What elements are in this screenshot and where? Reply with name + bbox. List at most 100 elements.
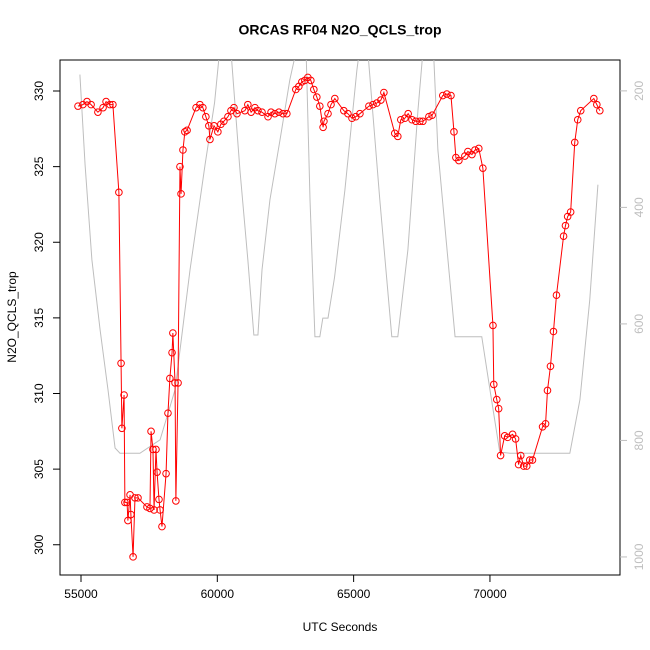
data-point [121, 498, 129, 507]
data-point [174, 379, 182, 387]
data-point [123, 498, 131, 507]
y-tick-label: 305 [32, 459, 46, 479]
data-point [552, 291, 561, 299]
data-point [307, 76, 315, 85]
data-point [393, 132, 402, 141]
data-point [124, 516, 132, 525]
x-axis-label: UTC Seconds [303, 620, 378, 634]
data-point [177, 190, 185, 198]
data-point [419, 117, 427, 126]
data-point [541, 419, 550, 428]
plot-box [59, 59, 621, 576]
data-point [593, 100, 601, 109]
data-point [117, 359, 125, 368]
data-point [408, 115, 416, 124]
data-point [348, 114, 356, 123]
data-point [489, 380, 498, 389]
data-point [206, 135, 214, 144]
data-point [428, 111, 436, 120]
data-point [331, 94, 339, 103]
data-point [450, 128, 458, 136]
data-point [147, 427, 155, 436]
data-point [271, 109, 279, 118]
y2-tick-label: 200 [632, 81, 646, 101]
data-point [519, 462, 528, 470]
data-point [146, 504, 154, 513]
data-point [224, 112, 232, 121]
data-point [74, 102, 82, 110]
data-point [559, 232, 568, 241]
data-point [275, 108, 283, 116]
y-tick-label: 315 [32, 308, 46, 328]
x-tick-label: 65000 [337, 587, 371, 601]
data-point [168, 348, 176, 357]
y-tick-label: 310 [32, 383, 46, 403]
data-point [573, 115, 582, 124]
x-tick-label: 70000 [473, 587, 507, 601]
data-point [106, 100, 114, 109]
data-point [166, 374, 174, 383]
data-point [205, 121, 213, 130]
data-point [181, 128, 189, 136]
data-point [528, 456, 537, 464]
data-point [230, 103, 238, 112]
data-point [492, 395, 501, 404]
data-point [590, 94, 598, 103]
data-point [210, 121, 218, 130]
data-point [176, 162, 184, 171]
y2-tick-label: 600 [632, 314, 646, 334]
data-point [479, 164, 487, 172]
y-axis-label: N2O_QCLS_trop [5, 271, 19, 363]
data-point [369, 100, 377, 109]
data-point [576, 106, 585, 115]
data-point [150, 506, 158, 514]
data-point [127, 510, 135, 519]
data-point [396, 115, 405, 124]
y-tick-label: 330 [32, 81, 46, 101]
data-point [516, 451, 525, 460]
plot-area [74, 60, 604, 561]
data-point [344, 109, 352, 118]
data-point [156, 506, 164, 514]
data-point [316, 102, 324, 110]
data-point [566, 208, 575, 216]
y-tick-label: 300 [32, 534, 46, 554]
data-point [310, 85, 318, 94]
data-point [356, 109, 364, 118]
data-point [164, 409, 172, 417]
data-point [99, 103, 107, 112]
data-point [365, 102, 373, 110]
data-point [244, 100, 252, 109]
data-point [214, 128, 222, 136]
data-point [158, 522, 166, 531]
data-point [324, 109, 332, 118]
data-point [320, 117, 328, 126]
data-point [443, 90, 451, 98]
data-point [525, 456, 534, 464]
x-tick-label: 60000 [201, 587, 235, 601]
data-point [471, 146, 479, 154]
data-point [404, 109, 412, 118]
data-point [455, 156, 463, 165]
data-point [570, 138, 579, 147]
data-point [514, 460, 523, 469]
data-point [254, 106, 262, 115]
data-point [377, 96, 385, 104]
data-point [153, 468, 161, 476]
x-tick-label: 55000 [64, 587, 98, 601]
y2-tick-label: 400 [632, 197, 646, 217]
series-line [77, 76, 601, 557]
data-point [179, 146, 187, 154]
data-point [155, 495, 163, 504]
data-point [496, 451, 505, 460]
data-point [416, 117, 424, 126]
data-point [171, 379, 179, 387]
data-point [152, 445, 160, 454]
y2-tick-label: 800 [632, 430, 646, 450]
data-point [511, 435, 520, 443]
data-point [131, 494, 139, 502]
data-point [94, 108, 102, 116]
data-point [172, 497, 180, 505]
y-tick-label: 320 [32, 232, 46, 252]
